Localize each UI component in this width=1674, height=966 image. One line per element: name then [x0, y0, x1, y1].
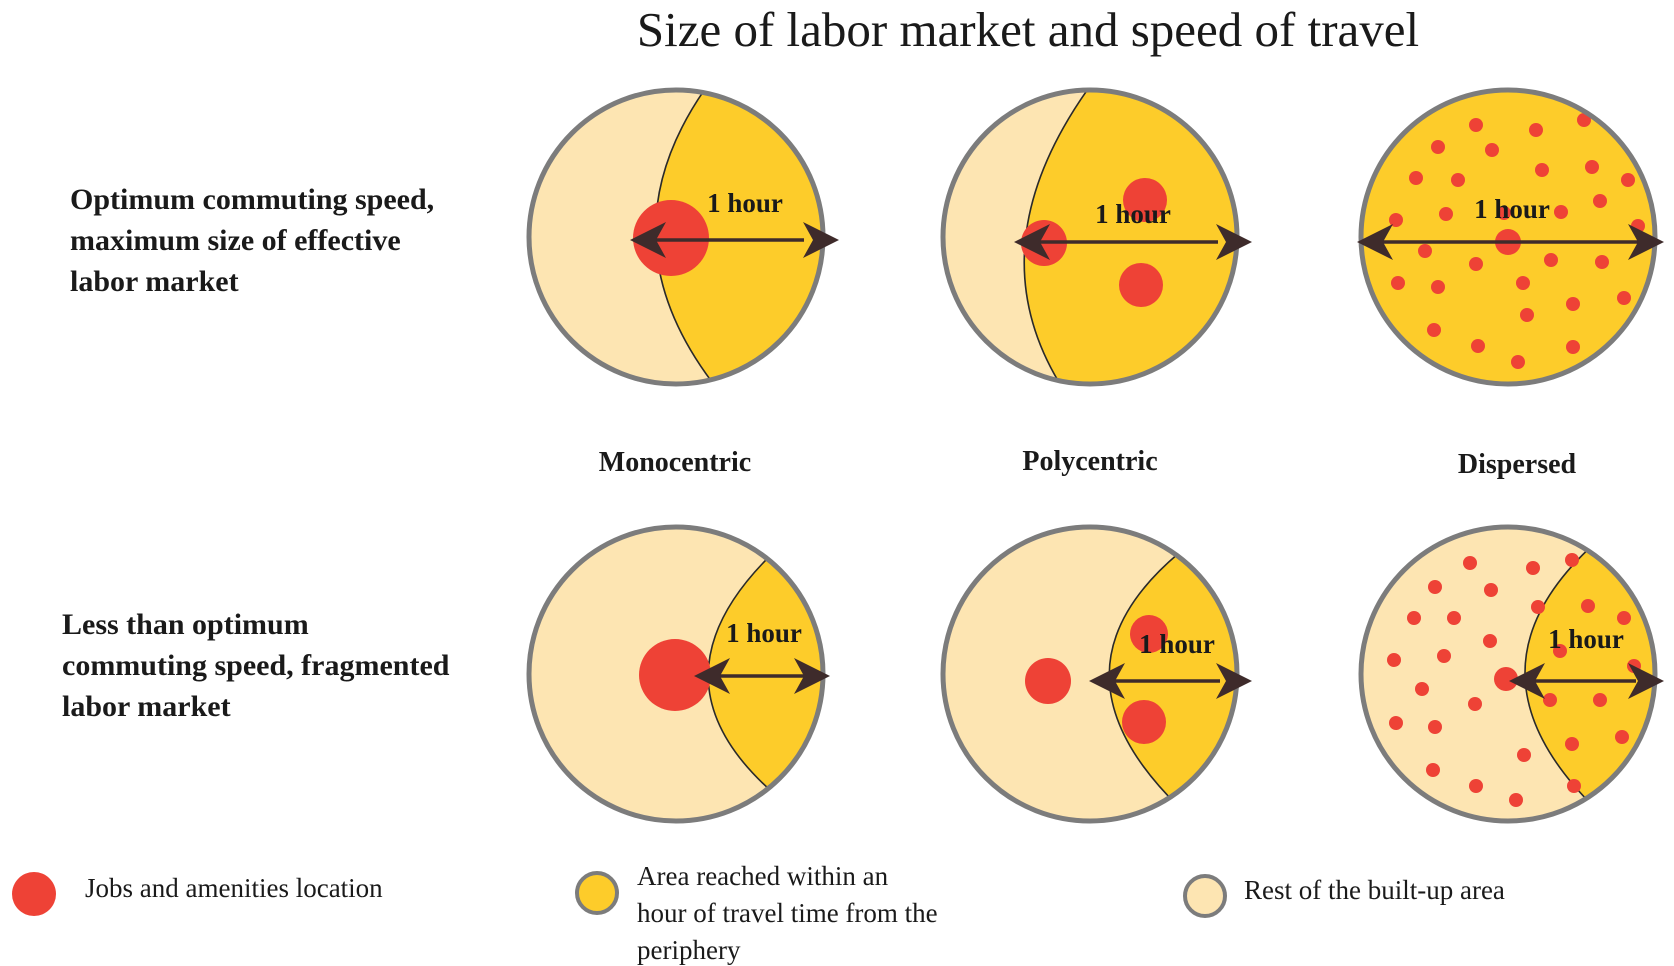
diagram-polycentric-optimum: 1 hour: [940, 87, 1252, 387]
one-hour-arrow: [1014, 224, 1252, 260]
column-label-monocentric: Monocentric: [599, 447, 751, 478]
jobs-center: [1130, 615, 1168, 653]
jobs-center: [1119, 263, 1163, 307]
one-hour-label: 1 hour: [1095, 199, 1171, 229]
one-hour-arrow: [1509, 663, 1664, 699]
legend-item-rest-area: Rest of the built-up area: [1183, 874, 1505, 918]
one-hour-arrow: [1357, 224, 1664, 260]
one-hour-arrow: [694, 658, 830, 694]
legend-label-rest-area: Rest of the built-up area: [1244, 875, 1505, 905]
legend-label-jobs: Jobs and amenities location: [85, 873, 383, 903]
yellow-circle-icon: [575, 871, 619, 915]
one-hour-label: 1 hour: [1548, 624, 1624, 654]
jobs-dots: [1387, 553, 1641, 807]
diagram-dispersed-optimum: 1 hour: [1357, 87, 1664, 387]
one-hour-arrow: [1089, 663, 1252, 699]
diagram-title: Size of labor market and speed of travel: [637, 2, 1419, 57]
diagram-polycentric-less-than-optimum: 1 hour: [940, 524, 1252, 824]
legend-label-reached-area: Area reached within an hour of travel ti…: [637, 861, 944, 965]
legend: Jobs and amenities location Area reached…: [12, 861, 1505, 965]
one-hour-label: 1 hour: [1474, 194, 1550, 224]
row-label-optimum: Optimum commuting speed, maximum size of…: [70, 183, 442, 298]
jobs-center: [1025, 658, 1071, 704]
diagram-monocentric-optimum: 1 hour: [526, 87, 839, 387]
jobs-center: [639, 639, 711, 711]
row-label-less-than-optimum: Less than optimum commuting speed, fragm…: [62, 608, 457, 723]
jobs-center: [1122, 700, 1166, 744]
red-dot-icon: [12, 872, 56, 916]
diagram-monocentric-less-than-optimum: 1 hour: [526, 524, 830, 824]
jobs-center: [1123, 178, 1167, 222]
one-hour-label: 1 hour: [1139, 629, 1215, 659]
legend-item-reached-area: Area reached within an hour of travel ti…: [575, 861, 944, 965]
legend-item-jobs: Jobs and amenities location: [12, 872, 383, 916]
one-hour-label: 1 hour: [726, 618, 802, 648]
jobs-center: [633, 200, 709, 276]
column-label-dispersed: Dispersed: [1458, 449, 1577, 480]
column-label-polycentric: Polycentric: [1022, 446, 1157, 477]
diagram-dispersed-less-than-optimum: 1 hour: [1358, 524, 1664, 824]
one-hour-arrow: [630, 222, 839, 258]
one-hour-label: 1 hour: [707, 188, 783, 218]
cream-circle-icon: [1183, 874, 1227, 918]
